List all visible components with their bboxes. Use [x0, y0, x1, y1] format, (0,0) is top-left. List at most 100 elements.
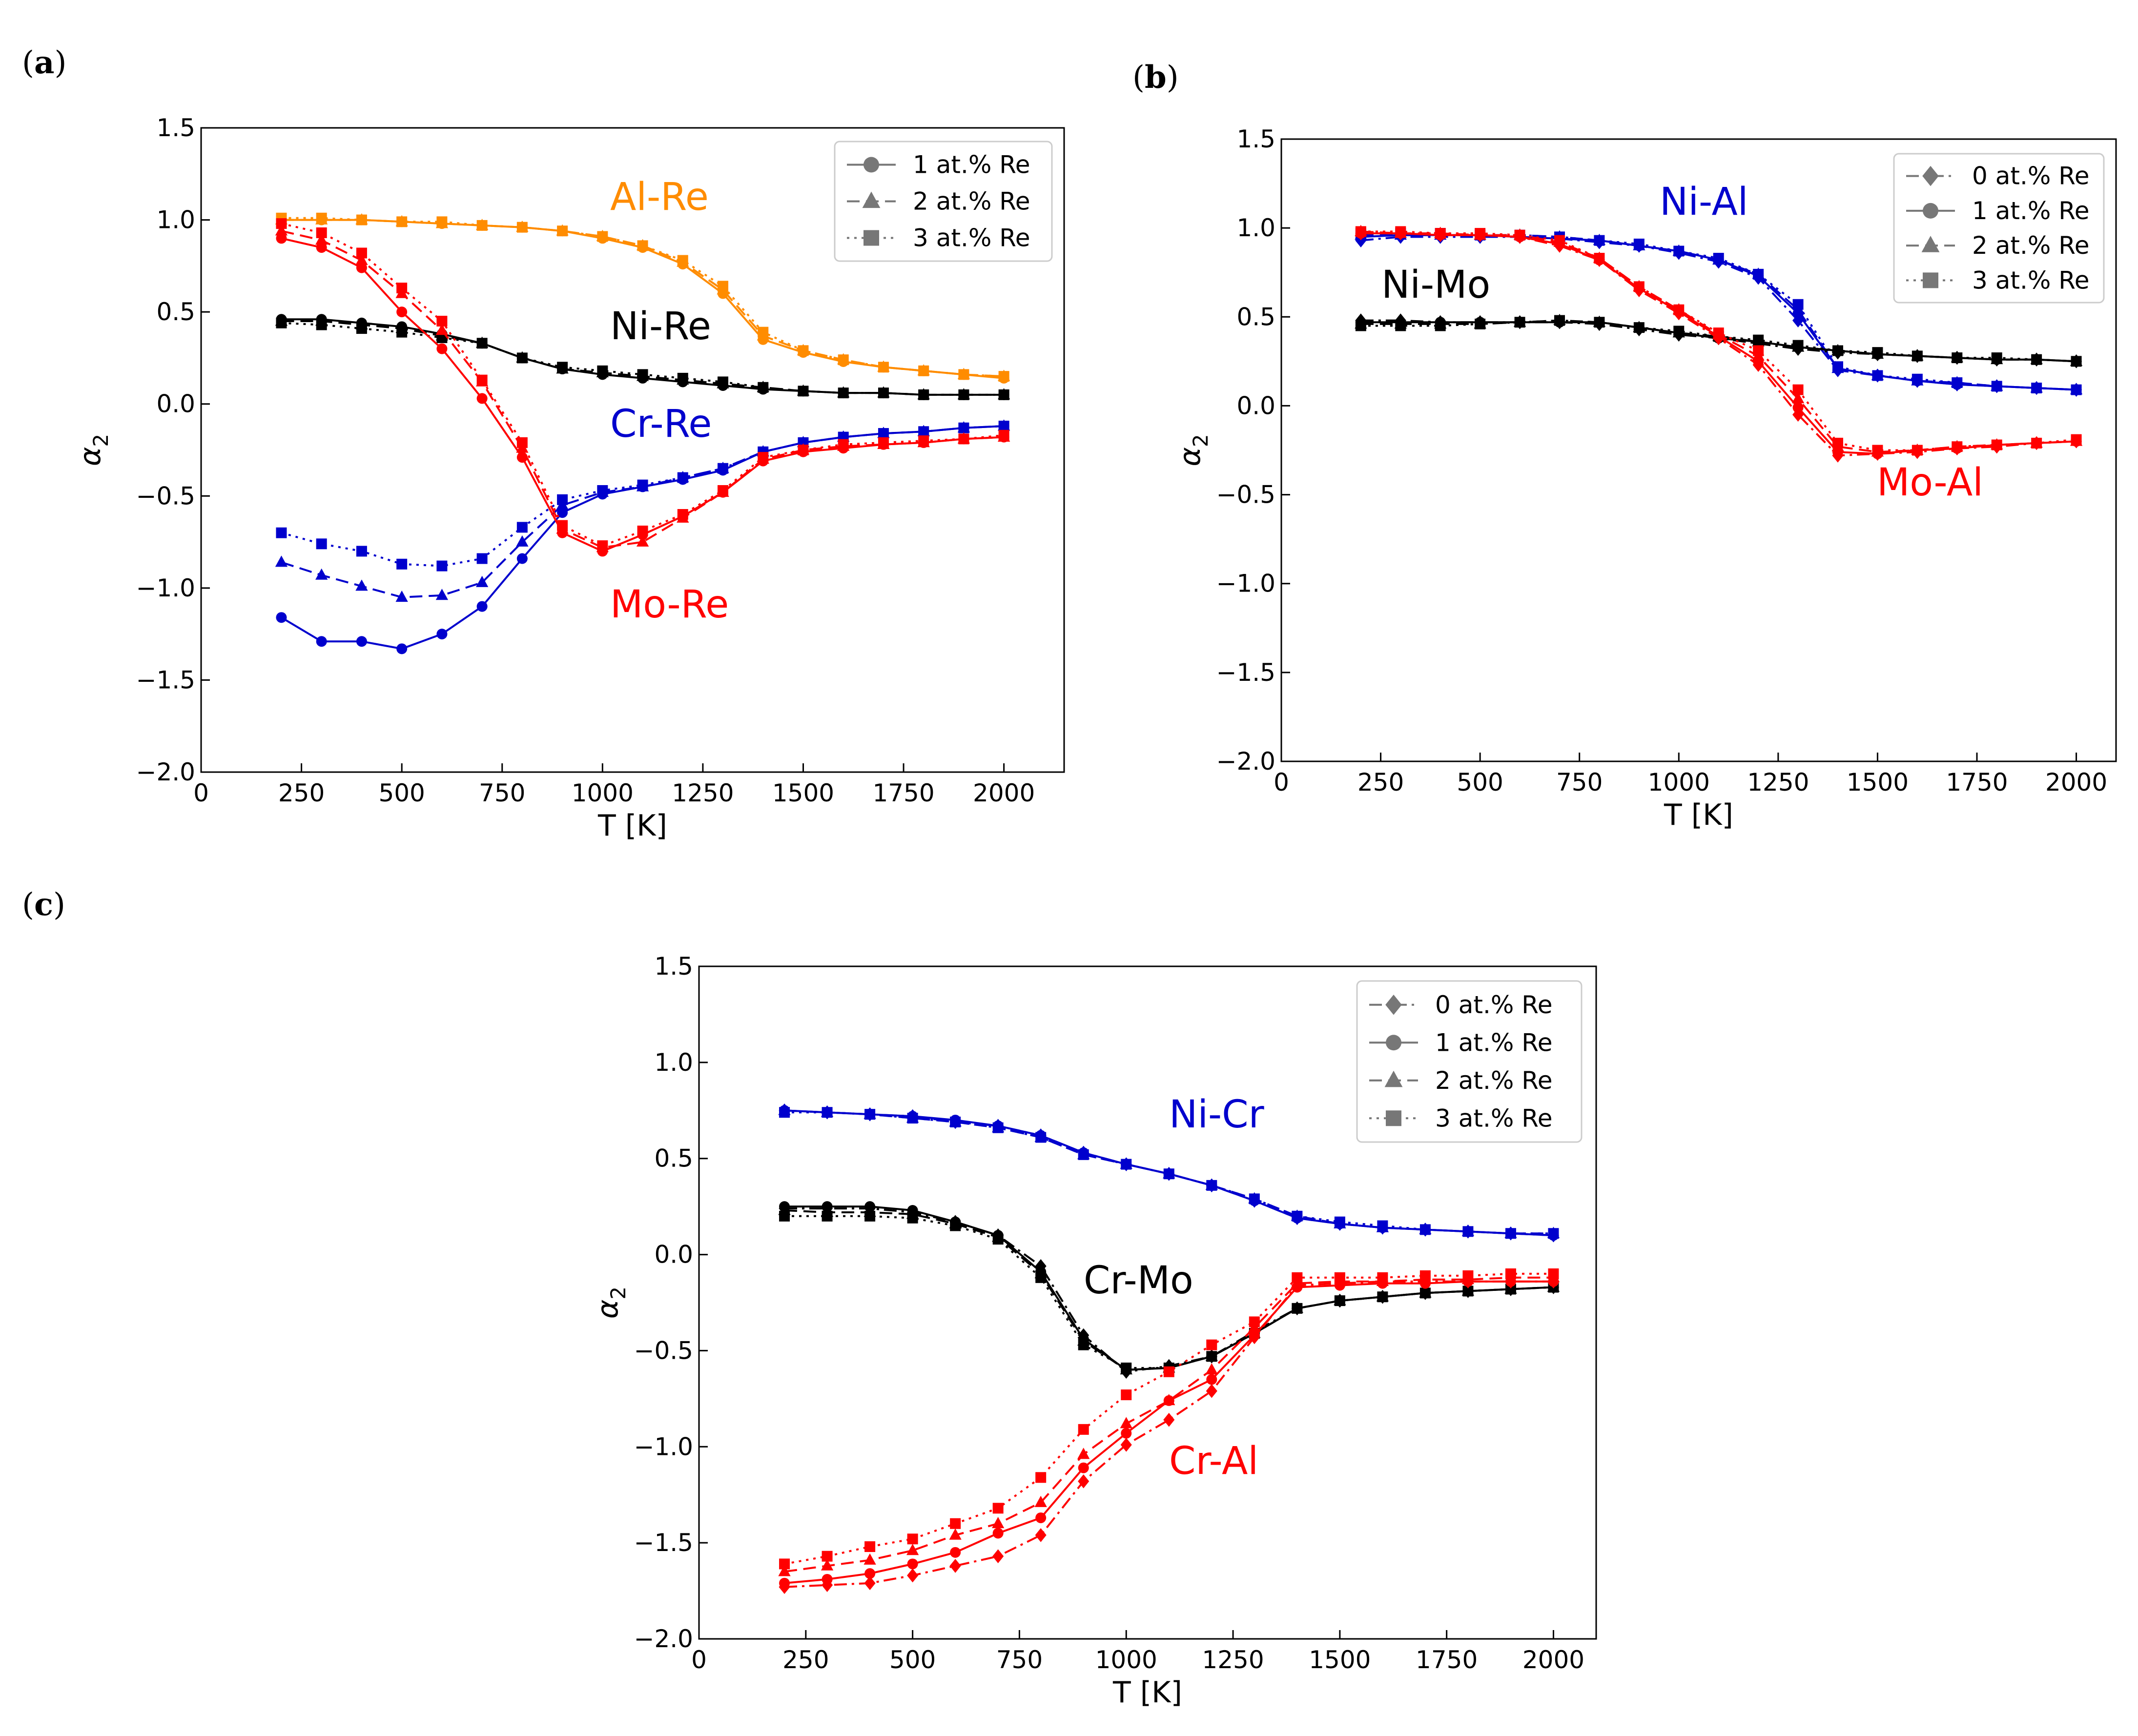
y-tick-label: 1.0: [156, 206, 195, 234]
point-cr-al-3-re: [1334, 1272, 1345, 1283]
point-ni-al-3-re: [1594, 235, 1605, 246]
point-cr-mo-3-re: [1505, 1284, 1516, 1295]
point-cr-al-1-re: [864, 1568, 876, 1579]
point-ni-al-3-re: [1832, 361, 1843, 372]
point-ni-cr-3-re: [1035, 1132, 1047, 1143]
point-cr-al-1-re: [907, 1558, 918, 1570]
point-cr-al-3-re: [1548, 1268, 1559, 1279]
x-tick-label: 1500: [772, 779, 834, 807]
series-label-cr-re: Cr-Re: [610, 402, 712, 446]
y-tick-label: 1.5: [156, 114, 195, 142]
point-mo-al-3-re: [1792, 384, 1804, 395]
point-al-re-3-re: [316, 212, 327, 224]
point-cr-mo-3-re: [1121, 1362, 1132, 1373]
point-cr-mo-3-re: [992, 1234, 1004, 1245]
point-ni-mo-3-re: [1594, 317, 1605, 328]
legend: 1 at.% Re 2 at.% Re 3 at.% Re: [834, 141, 1053, 262]
series-label-mo-re: Mo-Re: [610, 583, 729, 627]
point-ni-re-3-re: [476, 338, 488, 349]
x-tick-label: 1000: [572, 779, 634, 807]
y-tick-label: −0.5: [1216, 481, 1275, 509]
point-mo-re-3-re: [998, 429, 1009, 441]
point-mo-re-3-re: [878, 437, 889, 448]
point-mo-re-1-re: [516, 452, 528, 463]
point-cr-al-1-re: [950, 1547, 961, 1558]
point-cr-al-3-re: [1292, 1272, 1303, 1283]
point-cr-re-1-re: [316, 636, 327, 647]
point-ni-cr-3-re: [1377, 1220, 1388, 1231]
point-cr-al-3-re: [907, 1533, 918, 1545]
point-cr-re-3-re: [557, 494, 568, 505]
point-cr-al-0-re: [1120, 1438, 1132, 1452]
point-cr-al-3-re: [1163, 1366, 1174, 1377]
series-ni-re: [275, 314, 1010, 400]
legend-marker: [1386, 1035, 1401, 1051]
point-mo-al-3-re: [1633, 281, 1645, 292]
point-ni-cr-3-re: [992, 1122, 1004, 1133]
point-mo-al-3-re: [1991, 439, 2002, 450]
point-cr-mo-3-re: [1206, 1351, 1217, 1362]
point-ni-cr-3-re: [1334, 1216, 1345, 1227]
y-axis-label: α2: [591, 1287, 630, 1319]
point-cr-re-3-re: [958, 422, 969, 433]
point-ni-cr-3-re: [1121, 1159, 1132, 1170]
point-cr-re-3-re: [276, 527, 287, 538]
point-al-re-3-re: [356, 214, 367, 225]
x-tick-label: 2000: [1522, 1646, 1584, 1674]
point-mo-re-2-re: [435, 324, 449, 335]
point-mo-re-3-re: [516, 437, 528, 448]
legend-box: [1893, 153, 2105, 304]
point-ni-mo-3-re: [1832, 345, 1843, 356]
x-tick-label: 1250: [1747, 768, 1809, 797]
point-mo-al-3-re: [1912, 445, 1923, 456]
point-ni-re-3-re: [798, 386, 809, 397]
point-ni-re-3-re: [958, 389, 969, 400]
point-cr-re-3-re: [878, 428, 889, 439]
series-label-cr-mo: Cr-Mo: [1084, 1259, 1193, 1303]
point-mo-re-1-re: [476, 393, 488, 404]
point-cr-re-2-re: [275, 555, 288, 567]
y-tick-label: −0.5: [136, 482, 195, 510]
y-tick-label: −1.5: [1216, 658, 1275, 687]
x-tick-label: 1000: [1648, 768, 1710, 797]
point-cr-al-1-re: [822, 1573, 833, 1585]
plot-frame: [200, 127, 1065, 773]
point-cr-re-1-re: [557, 507, 568, 518]
x-axis-label: T [K]: [1664, 798, 1733, 832]
y-tick-label: −1.5: [634, 1529, 693, 1557]
legend-label: 2 at.% Re: [1435, 1066, 1553, 1095]
point-cr-mo-3-re: [822, 1210, 833, 1222]
point-cr-al-0-re: [992, 1549, 1004, 1564]
series-label-ni-al: Ni-Al: [1660, 180, 1748, 224]
point-cr-re-2-re: [516, 535, 529, 547]
legend-marker: [1923, 272, 1938, 288]
point-al-re-3-re: [557, 225, 568, 237]
point-ni-mo-3-re: [2031, 354, 2042, 365]
point-ni-al-0-re: [1792, 313, 1804, 327]
point-mo-re-1-re: [396, 306, 408, 318]
legend-marker: [1384, 1070, 1403, 1087]
series-label-ni-re: Ni-Re: [610, 305, 711, 348]
point-mo-re-3-re: [557, 520, 568, 531]
point-mo-al-3-re: [1832, 437, 1843, 449]
x-tick-label: 1750: [1416, 1646, 1478, 1674]
point-ni-cr-3-re: [1163, 1168, 1174, 1180]
point-cr-re-3-re: [436, 560, 448, 572]
point-mo-al-1-re: [1792, 402, 1804, 413]
point-ni-re-3-re: [878, 388, 889, 399]
point-cr-re-3-re: [998, 420, 1009, 431]
point-mo-re-3-re: [677, 509, 688, 520]
point-cr-al-3-re: [992, 1503, 1004, 1514]
point-ni-mo-3-re: [1475, 318, 1486, 329]
legend-label: 3 at.% Re: [913, 224, 1030, 252]
legend-box: [1356, 980, 1583, 1143]
y-tick-label: 1.0: [654, 1048, 693, 1077]
point-ni-cr-3-re: [822, 1107, 833, 1118]
point-mo-al-3-re: [1872, 445, 1883, 456]
point-cr-al-3-re: [1078, 1424, 1089, 1435]
point-al-re-3-re: [597, 231, 608, 242]
point-ni-mo-3-re: [1435, 320, 1446, 331]
panel-c-tag: (c): [22, 886, 65, 923]
point-cr-re-3-re: [396, 558, 408, 570]
